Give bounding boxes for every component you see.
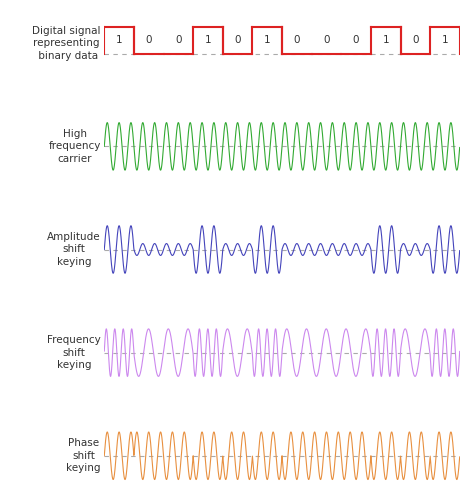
Text: Phase
shift
keying: Phase shift keying: [66, 438, 100, 473]
Text: 1: 1: [264, 35, 271, 45]
Text: 1: 1: [383, 35, 389, 45]
Text: High
frequency
carrier: High frequency carrier: [48, 129, 100, 164]
Text: 1: 1: [442, 35, 448, 45]
Text: 1: 1: [205, 35, 211, 45]
Text: 0: 0: [175, 35, 182, 45]
Text: Amplitude
shift
keying: Amplitude shift keying: [47, 232, 100, 267]
Text: 0: 0: [146, 35, 152, 45]
Text: 0: 0: [353, 35, 359, 45]
Text: 0: 0: [293, 35, 300, 45]
Text: 1: 1: [116, 35, 122, 45]
Text: 0: 0: [234, 35, 241, 45]
Text: 0: 0: [412, 35, 419, 45]
Text: Digital signal
representing
 binary data: Digital signal representing binary data: [32, 26, 100, 61]
Text: Frequency
shift
keying: Frequency shift keying: [47, 335, 100, 370]
Text: 0: 0: [323, 35, 330, 45]
